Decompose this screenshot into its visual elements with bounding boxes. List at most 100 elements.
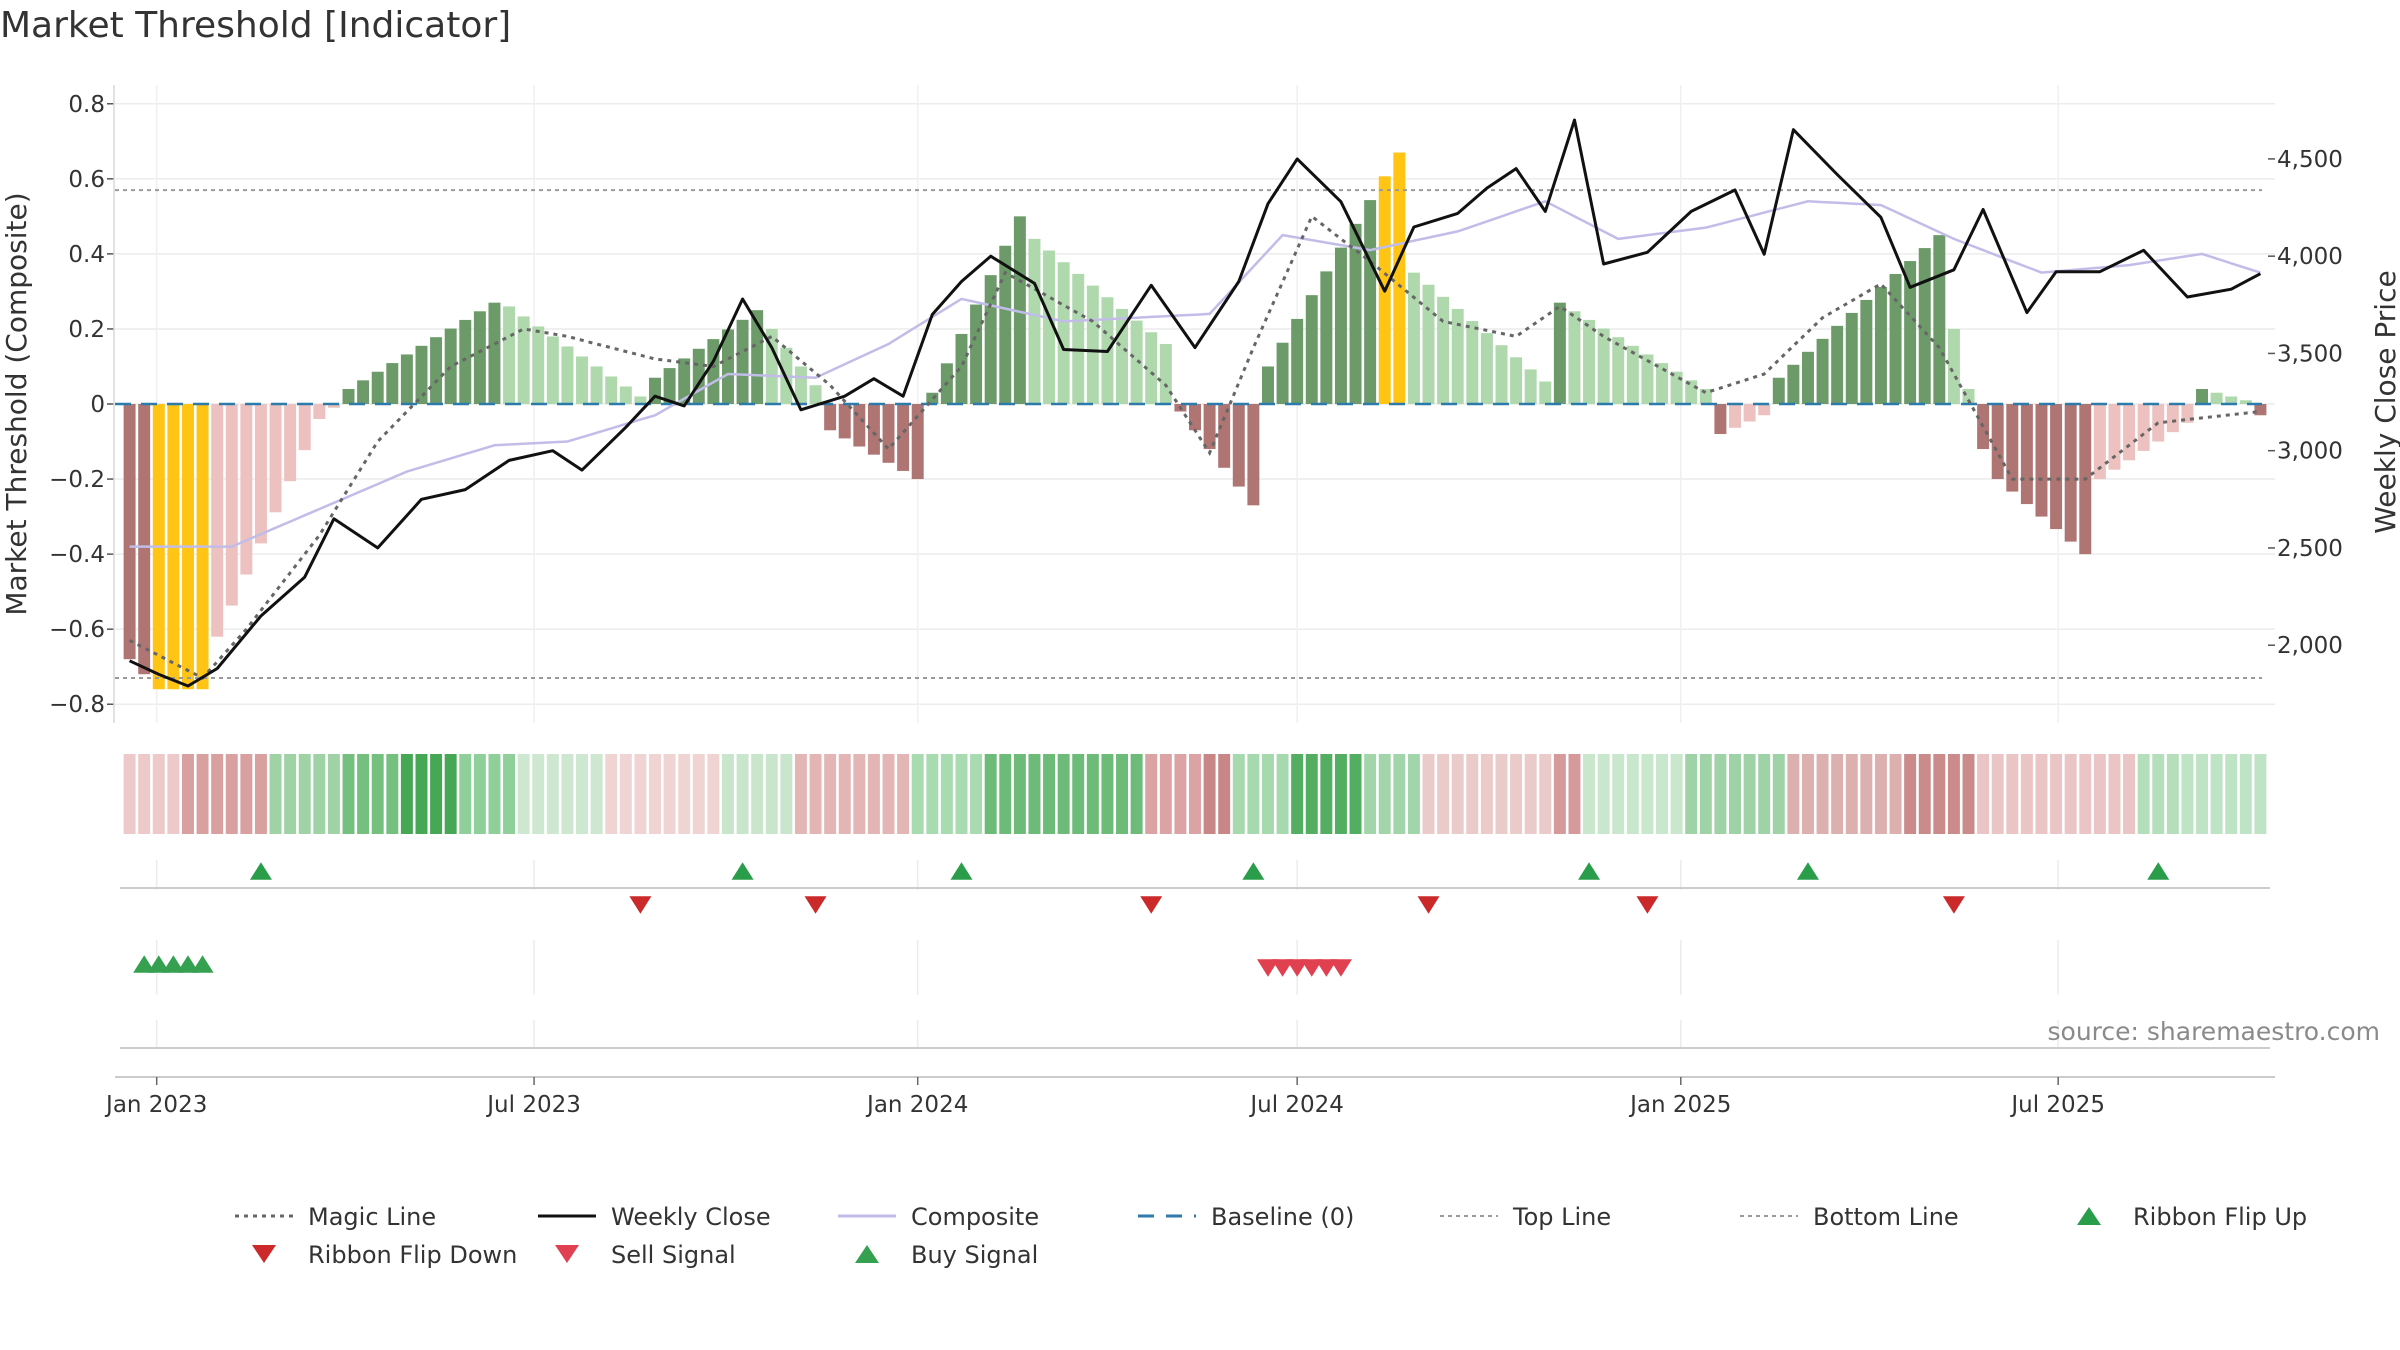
ribbon-segment bbox=[1130, 754, 1143, 834]
buy-signal-marker bbox=[133, 955, 156, 973]
ribbon-segment bbox=[1568, 754, 1581, 834]
legend-label: Buy Signal bbox=[911, 1241, 1038, 1269]
composite-bar bbox=[2006, 404, 2019, 492]
ribbon-segment bbox=[1013, 754, 1026, 834]
legend-swatch bbox=[555, 1245, 579, 1263]
ribbon-segment bbox=[1407, 754, 1420, 834]
ribbon-segment bbox=[721, 754, 734, 834]
composite-bar bbox=[707, 339, 720, 404]
composite-bar bbox=[2123, 404, 2136, 461]
composite-bar bbox=[1597, 328, 1610, 404]
composite-bar bbox=[1407, 272, 1420, 404]
ribbon-segment bbox=[196, 754, 209, 834]
ribbon-segment bbox=[1612, 754, 1625, 834]
ribbon-flip-up-marker bbox=[731, 862, 754, 880]
series-lines bbox=[115, 118, 2262, 688]
y-left-tick-label: 0.6 bbox=[68, 167, 105, 193]
ribbon-flip-down-marker bbox=[1417, 896, 1440, 914]
ribbon-segment bbox=[503, 754, 516, 834]
ribbon-segment bbox=[2137, 754, 2150, 834]
axes: 0.8 0.6 0.4 0.2 0 −0.2 −0.4 −0.6 −0.8 2,000 2,500 3… bbox=[0, 85, 2400, 723]
composite-bar bbox=[634, 396, 647, 404]
ribbon-segment bbox=[2093, 754, 2106, 834]
ribbon-segment bbox=[1028, 754, 1041, 834]
ribbon-segment bbox=[1349, 754, 1362, 834]
composite-bar bbox=[751, 310, 764, 404]
composite-bar bbox=[765, 328, 778, 404]
y-left-tick-label: 0.4 bbox=[68, 242, 105, 268]
composite-bar bbox=[1845, 312, 1858, 404]
ribbon-segment bbox=[240, 754, 253, 834]
composite-bar bbox=[1583, 319, 1596, 404]
ribbon-segment bbox=[1977, 754, 1990, 834]
ribbon-segment bbox=[780, 754, 793, 834]
composite-bar bbox=[984, 275, 997, 404]
ribbon-segment bbox=[605, 754, 618, 834]
composite-bar bbox=[1043, 250, 1056, 404]
legend-label: Weekly Close bbox=[611, 1203, 771, 1231]
composite-bar bbox=[1787, 364, 1800, 404]
composite-bar bbox=[1349, 223, 1362, 404]
composite-bar bbox=[1568, 311, 1581, 404]
ribbon-segment bbox=[1072, 754, 1085, 834]
ribbon-segment bbox=[225, 754, 238, 834]
y-right-tick-label: 4,500 bbox=[2277, 147, 2343, 173]
composite-bar bbox=[824, 404, 837, 431]
composite-bar bbox=[298, 404, 311, 451]
composite-bar bbox=[415, 345, 428, 404]
composite-bar bbox=[736, 319, 749, 404]
ribbon-flip-up-marker bbox=[1796, 862, 1819, 880]
ribbon-segment bbox=[167, 754, 180, 834]
ribbon-segment bbox=[298, 754, 311, 834]
ribbon-segment bbox=[1845, 754, 1858, 834]
ribbon-segment bbox=[1685, 754, 1698, 834]
composite-bar bbox=[926, 392, 939, 404]
composite-bars bbox=[123, 152, 2267, 690]
composite-line bbox=[129, 199, 2261, 548]
ribbon-segment bbox=[1801, 754, 1814, 834]
y-left-tick-label: −0.6 bbox=[49, 617, 105, 643]
legend-label: Ribbon Flip Down bbox=[308, 1241, 517, 1269]
ribbon bbox=[123, 754, 2267, 834]
ribbon-flip-down-marker bbox=[1942, 896, 1965, 914]
composite-bar bbox=[123, 404, 136, 660]
composite-bar bbox=[488, 302, 501, 404]
ribbon-flip-down-marker bbox=[804, 896, 827, 914]
composite-bar bbox=[342, 388, 355, 404]
sell-signal-marker bbox=[1329, 959, 1352, 977]
composite-bar bbox=[1860, 299, 1873, 404]
ribbon-segment bbox=[1743, 754, 1756, 834]
composite-bar bbox=[1772, 377, 1785, 404]
legend-label: Magic Line bbox=[308, 1203, 436, 1231]
composite-bar bbox=[1305, 295, 1318, 404]
composite-bar bbox=[473, 311, 486, 404]
y-left-tick-label: −0.8 bbox=[49, 692, 105, 718]
ribbon-segment bbox=[2225, 754, 2238, 834]
ribbon-segment bbox=[1086, 754, 1099, 834]
ribbon-segment bbox=[459, 754, 472, 834]
composite-bar bbox=[2137, 404, 2150, 451]
ribbon-segment bbox=[634, 754, 647, 834]
ribbon-segment bbox=[2166, 754, 2179, 834]
composite-bar bbox=[1510, 357, 1523, 404]
weekly-close-line bbox=[128, 118, 2262, 688]
ribbon-segment bbox=[546, 754, 559, 834]
composite-bar bbox=[284, 404, 297, 482]
ribbon-segment bbox=[926, 754, 939, 834]
sell-signal-marker bbox=[1271, 959, 1294, 977]
ribbon-segment bbox=[1699, 754, 1712, 834]
ribbon-flip-up-marker bbox=[1578, 862, 1601, 880]
ribbon-segment bbox=[853, 754, 866, 834]
composite-bar bbox=[1291, 318, 1304, 404]
composite-bar bbox=[2210, 392, 2223, 404]
ribbon-segment bbox=[1787, 754, 1800, 834]
ribbon-segment bbox=[1057, 754, 1070, 834]
composite-bar bbox=[663, 368, 676, 404]
ribbon-segment bbox=[1334, 754, 1347, 834]
composite-bar bbox=[357, 380, 370, 404]
composite-bar bbox=[1247, 404, 1260, 506]
composite-bar bbox=[692, 348, 705, 404]
ribbon-flip-down-marker bbox=[629, 896, 652, 914]
composite-bar bbox=[1276, 342, 1289, 404]
ribbon-segment bbox=[269, 754, 282, 834]
